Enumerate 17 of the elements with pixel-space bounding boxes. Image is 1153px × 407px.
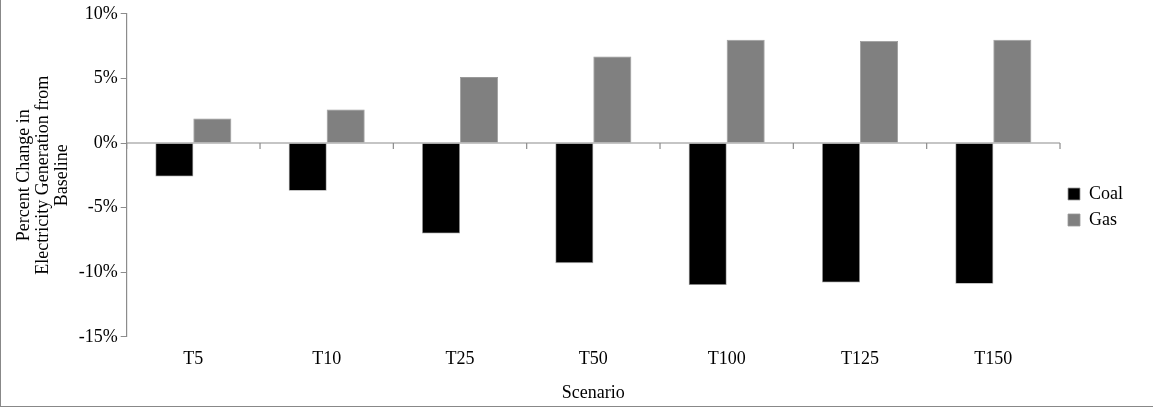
x-tick-label: T25 bbox=[445, 348, 475, 369]
y-axis-title: Percent Change in Electricity Generation from Baseline bbox=[13, 75, 71, 275]
x-tick-label: T10 bbox=[312, 348, 342, 369]
x-tick-label: T125 bbox=[841, 348, 880, 369]
y-tick-label: 10% bbox=[84, 2, 118, 23]
x-tick-label: T100 bbox=[707, 348, 746, 369]
y-tick-label: -10% bbox=[78, 260, 118, 281]
x-tick-label: T150 bbox=[974, 348, 1013, 369]
x-tick-label: T5 bbox=[183, 348, 204, 369]
y-tick-label: -15% bbox=[78, 325, 118, 346]
y-tick-label: -5% bbox=[87, 196, 118, 217]
y-tick-label: 5% bbox=[93, 67, 118, 88]
x-tick-label: T50 bbox=[578, 348, 608, 369]
legend-label: Gas bbox=[1089, 208, 1117, 229]
legend-label: Coal bbox=[1089, 182, 1123, 203]
x-axis-title: Scenario bbox=[561, 381, 625, 402]
y-tick-label: 0% bbox=[93, 131, 118, 152]
